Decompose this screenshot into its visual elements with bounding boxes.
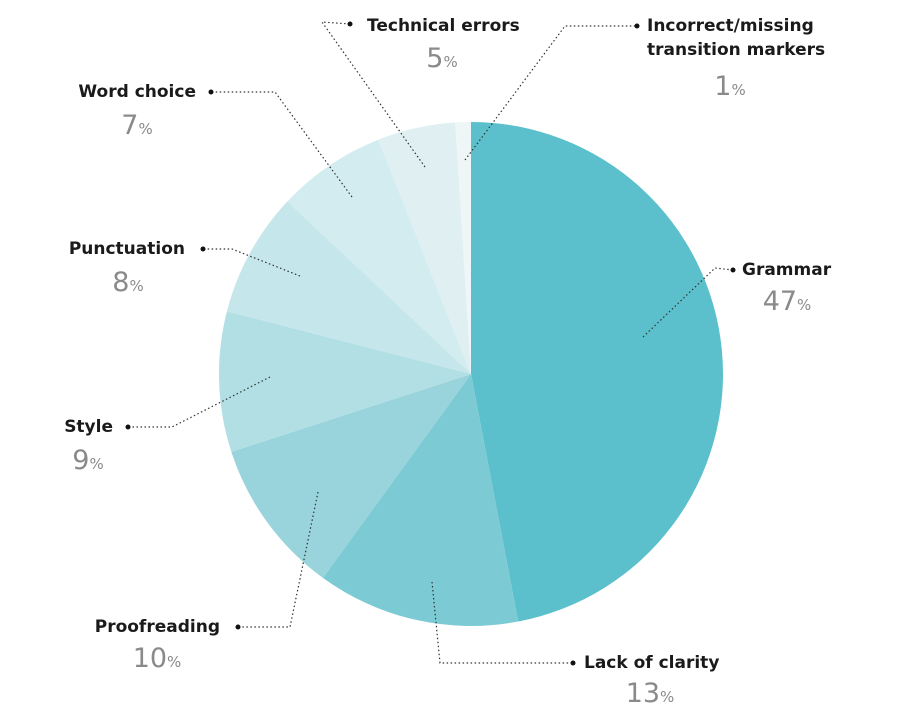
leader-line (431, 581, 573, 664)
pie-slice (231, 374, 471, 578)
leader-line (642, 267, 734, 338)
pie-slice (322, 374, 519, 627)
pie-slice (471, 122, 724, 622)
leader-dot (570, 660, 576, 666)
leader-dot (200, 246, 206, 252)
leader-line (203, 248, 301, 277)
pie-slice (226, 201, 471, 374)
pie-slice (287, 139, 471, 374)
leader-dot (634, 23, 640, 29)
slice-label: Technical errors (367, 16, 520, 36)
leader-dot (125, 424, 131, 430)
leader-line (238, 491, 319, 628)
leader-dot (208, 89, 214, 95)
leader-line (320, 21, 426, 168)
pie-slice (378, 122, 471, 375)
value-label: 9% (72, 445, 104, 476)
value-label: 10% (132, 643, 182, 674)
value-label: 8% (112, 267, 144, 298)
leader-line (211, 91, 353, 198)
slice-label: Lack of clarity (584, 653, 720, 673)
value-label: 7% (121, 110, 153, 141)
slice-label: Word choice (78, 82, 196, 102)
leader-line (128, 376, 271, 428)
slice-label: Grammar (742, 260, 832, 280)
value-label: 5% (426, 43, 458, 74)
pie-slice (219, 311, 471, 452)
slice-label: Proofreading (94, 617, 220, 637)
slice-label: Incorrect/missing transition markers (647, 16, 826, 60)
slice-label: Style (64, 417, 113, 437)
leader-dot (730, 267, 736, 273)
value-label: 13% (625, 678, 675, 709)
pie-slice (455, 122, 471, 374)
leader-dot (347, 21, 353, 27)
slice-label: Punctuation (68, 239, 185, 259)
value-label: 47% (762, 286, 812, 317)
leader-dot (235, 624, 241, 630)
value-label: 1% (714, 71, 746, 102)
